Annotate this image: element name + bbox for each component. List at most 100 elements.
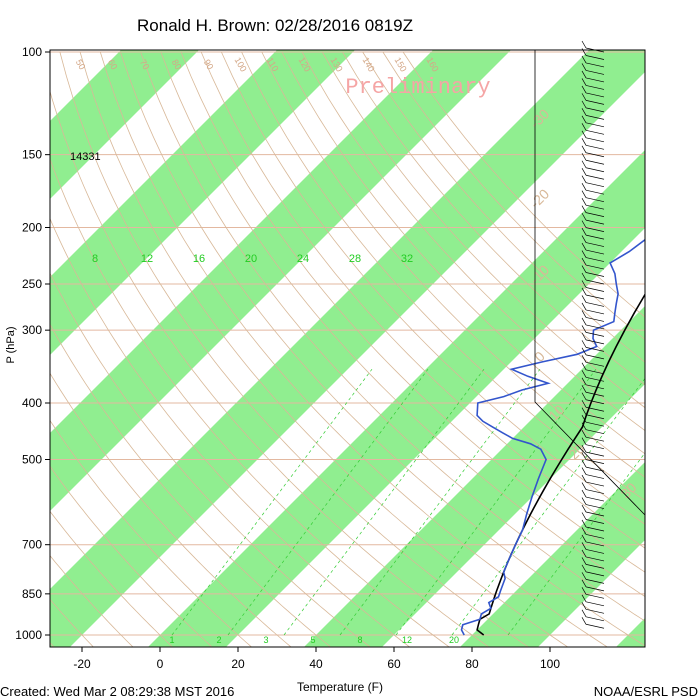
wind-barb-flag xyxy=(581,407,587,415)
y-tick-label: 500 xyxy=(22,452,42,466)
mixing-ratio-label: 8 xyxy=(92,253,98,265)
wind-barb-flag xyxy=(581,123,587,131)
wind-barb-flag xyxy=(581,489,587,498)
wind-barb-flag xyxy=(581,482,587,490)
wind-barb xyxy=(585,556,605,562)
x-tick-label: 20 xyxy=(231,657,245,671)
wind-barb xyxy=(585,586,605,592)
green-band xyxy=(616,618,645,647)
dry-adiabat-label: 100 xyxy=(233,55,249,73)
mixing-ratio-bottom-label: 2 xyxy=(216,635,221,645)
wind-barb xyxy=(585,234,605,240)
wind-barb-flag xyxy=(581,422,587,430)
wind-barb-flag xyxy=(581,377,587,385)
mixing-ratio-bottom-label: 5 xyxy=(310,635,315,645)
wind-barb xyxy=(585,219,605,225)
wind-barb-flag xyxy=(581,205,587,213)
mixing-ratio-line xyxy=(171,368,373,636)
mixing-ratio-line xyxy=(227,368,429,636)
dewpoint-line xyxy=(460,238,645,636)
mixing-ratio-label: 20 xyxy=(245,253,257,265)
wind-barb xyxy=(585,302,605,307)
mixing-ratio-bottom-label: 8 xyxy=(357,635,362,645)
wind-barb xyxy=(585,227,605,232)
wind-barb-flag xyxy=(581,362,587,370)
wind-barb xyxy=(585,608,605,614)
wind-barb-flag xyxy=(581,392,587,400)
wind-barb-flag xyxy=(581,467,587,475)
wind-barb xyxy=(585,294,605,300)
wind-barb-flag xyxy=(581,347,587,356)
x-tick-label: -20 xyxy=(73,657,91,671)
wind-barb-flag xyxy=(581,587,587,595)
green-band xyxy=(50,50,512,511)
wind-barb xyxy=(585,174,605,180)
dry-adiabat xyxy=(79,51,569,647)
wind-barb-flag xyxy=(581,70,587,79)
dry-adiabat xyxy=(140,51,645,622)
wind-barb-flag xyxy=(581,257,587,266)
mixing-ratio-line xyxy=(451,377,645,636)
dry-adiabat xyxy=(301,51,645,432)
profile-series xyxy=(460,238,645,636)
dry-adiabat xyxy=(382,51,645,340)
axes: -20 0 20 40 60 80 1001001502002503004005007008… xyxy=(15,45,560,671)
dry-adiabat xyxy=(50,89,490,647)
wind-barb-flag xyxy=(581,437,587,445)
wind-barb-flag xyxy=(581,504,587,513)
wind-barb-flag xyxy=(581,93,587,101)
wind-barb-flag xyxy=(581,190,587,198)
wind-barb xyxy=(585,182,605,188)
wind-barb-flag xyxy=(581,340,587,348)
wind-barb-flag xyxy=(581,197,587,206)
wind-barb-flag xyxy=(581,220,587,228)
wind-barb xyxy=(585,526,605,532)
wind-barb xyxy=(585,466,605,472)
dry-adiabat xyxy=(321,51,645,409)
dry-adiabat xyxy=(221,51,645,525)
mixing-ratio-label: 28 xyxy=(349,253,361,265)
mixing-ratio-label: 32 xyxy=(401,253,413,265)
temperature-line xyxy=(476,293,645,636)
green-band xyxy=(50,50,200,199)
dry-adiabat xyxy=(180,51,645,573)
wind-barb xyxy=(585,332,605,337)
green-band xyxy=(50,50,645,647)
wind-barb xyxy=(585,122,605,128)
dry-adiabat-label: 70 xyxy=(138,58,152,72)
wind-barb xyxy=(585,85,605,90)
wind-barb-flag xyxy=(581,602,587,610)
wind-barb-flag xyxy=(581,519,587,528)
wind-barb-flag xyxy=(581,617,587,625)
wind-barb xyxy=(585,197,605,203)
wind-barb xyxy=(585,107,605,113)
dry-adiabat xyxy=(50,323,332,647)
wind-barb-flag xyxy=(581,168,587,176)
mixing-ratio-lines xyxy=(171,368,645,636)
wind-barb xyxy=(585,77,605,83)
wind-barb-flag xyxy=(581,242,587,251)
dry-adiabat xyxy=(402,51,645,318)
wind-barb xyxy=(585,324,605,330)
mixing-ratio-label: 24 xyxy=(297,253,309,265)
y-tick-label: 200 xyxy=(22,221,42,235)
adiabat-lines xyxy=(50,51,645,647)
x-tick-label: 60 xyxy=(387,657,401,671)
wind-barb-flag xyxy=(581,317,587,326)
wind-barb xyxy=(585,70,605,75)
wind-barb xyxy=(585,55,605,60)
wind-barb xyxy=(585,249,605,255)
wind-barb xyxy=(585,481,605,487)
x-tick-label: 40 xyxy=(309,657,323,671)
dry-adiabat xyxy=(99,51,609,647)
wind-barb xyxy=(585,354,605,360)
wind-barb-flag xyxy=(581,355,587,363)
wind-barb xyxy=(585,436,605,442)
wind-barb-flag xyxy=(581,108,587,116)
wind-barb xyxy=(585,549,605,554)
wind-barb-flag xyxy=(581,474,587,483)
wind-barb-flag xyxy=(581,452,587,460)
wind-barb xyxy=(585,167,605,173)
mixing-ratio-line xyxy=(395,368,597,636)
